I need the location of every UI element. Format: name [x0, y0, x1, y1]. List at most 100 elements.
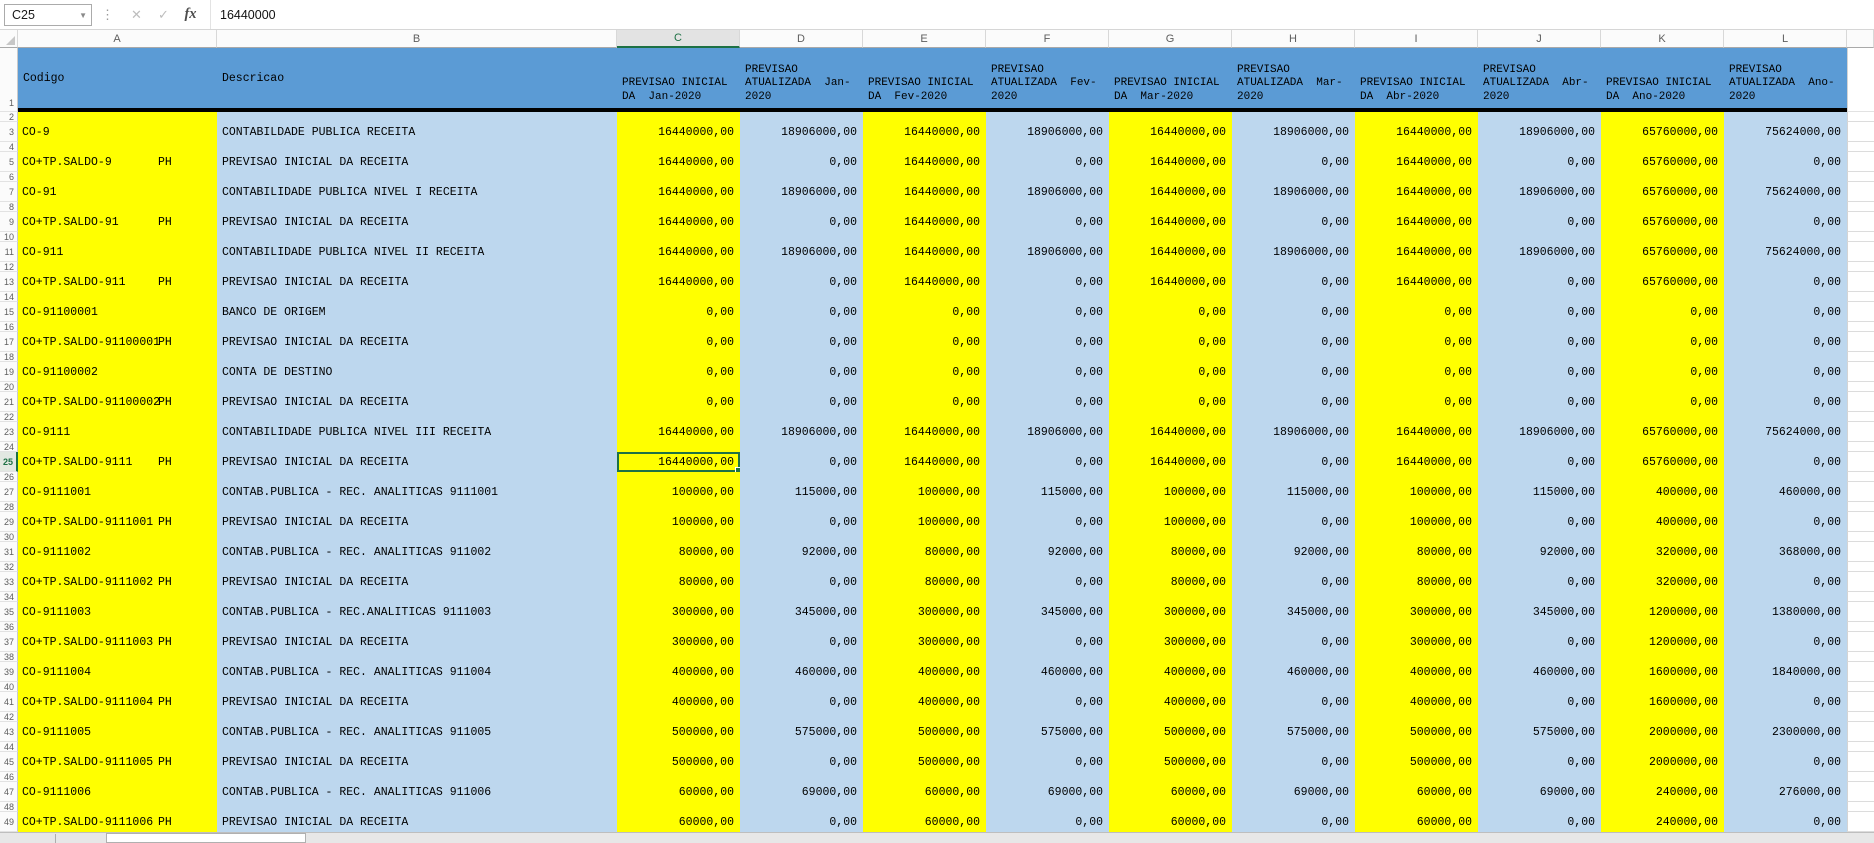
cell-A7[interactable]: CO-91	[18, 182, 217, 202]
cell-E6[interactable]	[863, 172, 986, 182]
cell-I11[interactable]: 16440000,00	[1355, 242, 1478, 262]
column-header-partial[interactable]	[1847, 30, 1874, 48]
cell-L27[interactable]: 460000,00	[1724, 482, 1847, 502]
cell-C45[interactable]: 500000,00	[617, 752, 740, 772]
cell-F29[interactable]: 0,00	[986, 512, 1109, 532]
cell-F49[interactable]: 0,00	[986, 812, 1109, 832]
cell-A45[interactable]: CO+TP.SALDO-9111005 PH	[18, 752, 217, 772]
cell-E34[interactable]	[863, 592, 986, 602]
cell-H9[interactable]: 0,00	[1232, 212, 1355, 232]
cell-A3[interactable]: CO-9	[18, 122, 217, 142]
row-header[interactable]: 14	[0, 292, 18, 302]
cell-L41[interactable]: 0,00	[1724, 692, 1847, 712]
cell-K37[interactable]: 1200000,00	[1601, 632, 1724, 652]
cell-C48[interactable]	[617, 802, 740, 812]
cell-J38[interactable]	[1478, 652, 1601, 662]
cell-C37[interactable]: 300000,00	[617, 632, 740, 652]
cell-I13[interactable]: 16440000,00	[1355, 272, 1478, 292]
cell-I36[interactable]	[1355, 622, 1478, 632]
cell-J18[interactable]	[1478, 352, 1601, 362]
cell-F24[interactable]	[986, 442, 1109, 452]
cell-G9[interactable]: 16440000,00	[1109, 212, 1232, 232]
cell-B28[interactable]	[217, 502, 617, 512]
cell-E44[interactable]	[863, 742, 986, 752]
cell-I43[interactable]: 500000,00	[1355, 722, 1478, 742]
cell-K10[interactable]	[1601, 232, 1724, 242]
cell-partial[interactable]	[1847, 112, 1874, 122]
cell-D16[interactable]	[740, 322, 863, 332]
cell-B21[interactable]: PREVISAO INICIAL DA RECEITA	[217, 392, 617, 412]
cell-F12[interactable]	[986, 262, 1109, 272]
cell-I37[interactable]: 300000,00	[1355, 632, 1478, 652]
cell-D30[interactable]	[740, 532, 863, 542]
cell-partial[interactable]	[1847, 122, 1874, 142]
cell-J4[interactable]	[1478, 142, 1601, 152]
cell-partial[interactable]	[1847, 652, 1874, 662]
cell-K31[interactable]: 320000,00	[1601, 542, 1724, 562]
cell-I20[interactable]	[1355, 382, 1478, 392]
cell-H29[interactable]: 0,00	[1232, 512, 1355, 532]
cell-E25[interactable]: 16440000,00	[863, 452, 986, 472]
cell-L4[interactable]	[1724, 142, 1847, 152]
row-header[interactable]: 45	[0, 752, 18, 772]
cell-F3[interactable]: 18906000,00	[986, 122, 1109, 142]
cell-K41[interactable]: 1600000,00	[1601, 692, 1724, 712]
cell-C27[interactable]: 100000,00	[617, 482, 740, 502]
cell-E28[interactable]	[863, 502, 986, 512]
cell-B2[interactable]	[217, 112, 617, 122]
cell-G23[interactable]: 16440000,00	[1109, 422, 1232, 442]
cell-L25[interactable]: 0,00	[1724, 452, 1847, 472]
cell-partial[interactable]	[1847, 452, 1874, 472]
cell-partial[interactable]	[1847, 272, 1874, 292]
cell-partial[interactable]	[1847, 152, 1874, 172]
cell-K42[interactable]	[1601, 712, 1724, 722]
cell-B17[interactable]: PREVISAO INICIAL DA RECEITA	[217, 332, 617, 352]
cell-H33[interactable]: 0,00	[1232, 572, 1355, 592]
row-header[interactable]: 4	[0, 142, 18, 152]
cell-D22[interactable]	[740, 412, 863, 422]
header-cell-I1[interactable]: PREVISAO INICIAL DA Abr-2020	[1355, 48, 1478, 112]
cell-E10[interactable]	[863, 232, 986, 242]
cell-D44[interactable]	[740, 742, 863, 752]
header-cell-descricao[interactable]: Descricao	[217, 48, 617, 112]
cell-G46[interactable]	[1109, 772, 1232, 782]
row-header[interactable]: 34	[0, 592, 18, 602]
cell-B32[interactable]	[217, 562, 617, 572]
cell-G43[interactable]: 500000,00	[1109, 722, 1232, 742]
cell-E22[interactable]	[863, 412, 986, 422]
cell-F31[interactable]: 92000,00	[986, 542, 1109, 562]
cell-E45[interactable]: 500000,00	[863, 752, 986, 772]
cell-C44[interactable]	[617, 742, 740, 752]
cell-J29[interactable]: 0,00	[1478, 512, 1601, 532]
cell-B22[interactable]	[217, 412, 617, 422]
cell-G10[interactable]	[1109, 232, 1232, 242]
cell-E40[interactable]	[863, 682, 986, 692]
cell-F44[interactable]	[986, 742, 1109, 752]
cell-K5[interactable]: 65760000,00	[1601, 152, 1724, 172]
cell-H37[interactable]: 0,00	[1232, 632, 1355, 652]
cell-K16[interactable]	[1601, 322, 1724, 332]
cell-J30[interactable]	[1478, 532, 1601, 542]
cell-A17[interactable]: CO+TP.SALDO-91100001 PH	[18, 332, 217, 352]
cell-partial[interactable]	[1847, 712, 1874, 722]
cell-L37[interactable]: 0,00	[1724, 632, 1847, 652]
cell-F28[interactable]	[986, 502, 1109, 512]
cell-J5[interactable]: 0,00	[1478, 152, 1601, 172]
cell-C22[interactable]	[617, 412, 740, 422]
cell-K45[interactable]: 2000000,00	[1601, 752, 1724, 772]
cell-D36[interactable]	[740, 622, 863, 632]
cell-A31[interactable]: CO-9111002	[18, 542, 217, 562]
cell-C32[interactable]	[617, 562, 740, 572]
cell-L23[interactable]: 75624000,00	[1724, 422, 1847, 442]
cell-partial[interactable]	[1847, 362, 1874, 382]
cell-J13[interactable]: 0,00	[1478, 272, 1601, 292]
cell-D3[interactable]: 18906000,00	[740, 122, 863, 142]
cell-H39[interactable]: 460000,00	[1232, 662, 1355, 682]
column-header-E[interactable]: E	[863, 30, 986, 48]
cell-C33[interactable]: 80000,00	[617, 572, 740, 592]
cell-J22[interactable]	[1478, 412, 1601, 422]
cell-F15[interactable]: 0,00	[986, 302, 1109, 322]
row-header[interactable]: 46	[0, 772, 18, 782]
cell-C18[interactable]	[617, 352, 740, 362]
cell-A48[interactable]	[18, 802, 217, 812]
